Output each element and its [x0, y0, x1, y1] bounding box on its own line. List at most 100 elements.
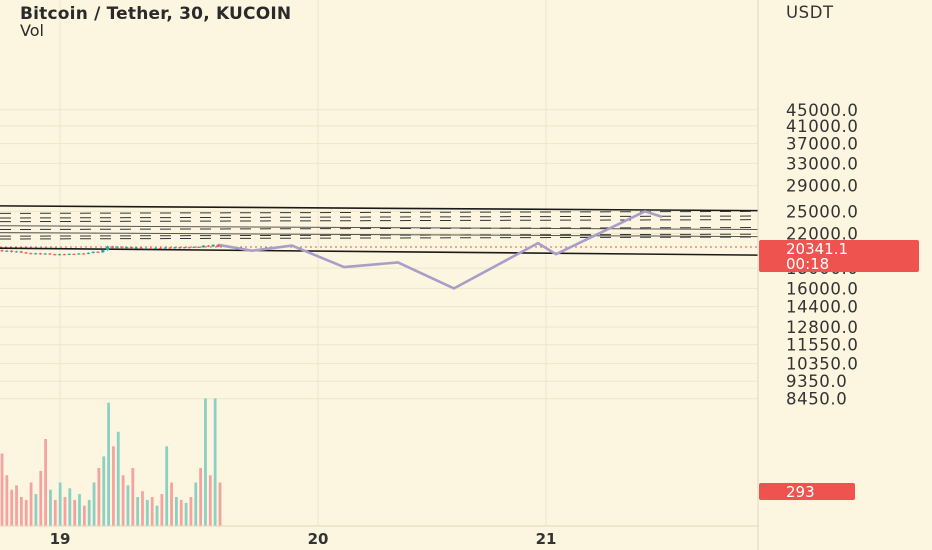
time-tick-label: 20 [308, 530, 329, 548]
price-tick-label: 45000.0 [786, 101, 858, 120]
dashed-level [0, 233, 759, 237]
volume-bar [63, 497, 67, 526]
candles [0, 244, 220, 256]
dashed-level [0, 215, 759, 219]
volume-bar [116, 431, 120, 526]
volume-bar [141, 491, 144, 526]
candle-body [202, 245, 206, 248]
volume-bar [121, 475, 125, 526]
volume-bar [160, 494, 164, 526]
candle-body [62, 254, 66, 256]
volume-bar [92, 482, 96, 526]
chart-title: Bitcoin / Tether, 30, KUCOIN [20, 4, 292, 24]
candle-body [106, 246, 110, 251]
volume-bar [49, 489, 52, 526]
candle-body [53, 254, 57, 256]
volume-bar [15, 485, 18, 526]
volume-bar [73, 499, 77, 526]
channel-lower-line [0, 247, 759, 256]
volume-bar [87, 499, 91, 526]
volume-bar [39, 470, 43, 526]
candle-body [38, 253, 42, 255]
volume-bar [10, 489, 14, 526]
volume-bar [208, 475, 212, 526]
grid [0, 0, 758, 526]
time-tick-label: 19 [50, 530, 71, 548]
candle-body [58, 254, 62, 256]
candle-body [163, 247, 167, 249]
time-tick-label: 21 [536, 530, 557, 548]
volume-bar [155, 505, 159, 526]
countdown-value: 00:18 [786, 255, 829, 273]
candle-body [43, 253, 47, 255]
price-tick-label: 10350.0 [786, 355, 858, 374]
candle-body [115, 246, 119, 248]
candle-body [34, 253, 38, 255]
price-tick-label: 41000.0 [786, 117, 858, 136]
volume-bar [68, 488, 72, 526]
candle-body [5, 250, 9, 252]
price-tick-label: 33000.0 [786, 154, 858, 173]
time-axis[interactable]: 19 20 21 [0, 525, 758, 548]
candle-body [134, 247, 138, 249]
volume-bar [175, 497, 178, 526]
candle-body [139, 247, 143, 249]
dashed-level [0, 210, 759, 214]
volume-bar [34, 494, 38, 526]
candle-body [72, 253, 76, 255]
dashed-level [0, 236, 759, 240]
volume-badge [759, 483, 855, 500]
candle-body [14, 251, 18, 253]
volume-bar [112, 446, 115, 526]
price-tick-label: 11550.0 [786, 336, 858, 355]
channel-upper-line [0, 205, 759, 212]
volume-bar [44, 439, 47, 526]
price-tick-label: 29000.0 [786, 177, 858, 196]
volume-bar [102, 456, 106, 526]
candle-body [178, 247, 182, 249]
candle-body [24, 252, 28, 254]
candle-body [154, 247, 158, 249]
volume-bar [5, 475, 9, 526]
volume-bar [204, 398, 207, 526]
volume-bar [24, 499, 28, 526]
volume-bar [150, 497, 154, 526]
dashed-level [0, 227, 759, 231]
candle-body [130, 247, 134, 249]
volume-bar [53, 499, 57, 526]
volume-bar [82, 505, 86, 526]
volume-bar [199, 468, 203, 526]
candle-body [19, 251, 23, 253]
candle-body [149, 248, 153, 250]
candle-body [67, 253, 71, 255]
volume-bar [19, 497, 23, 526]
projection-path [217, 210, 663, 290]
price-axis-currency: USDT [786, 3, 834, 22]
last-price-value: 20341.1 [786, 240, 848, 258]
candle-body [187, 247, 191, 249]
volume-bar [179, 499, 183, 526]
volume-bar [126, 485, 130, 526]
last-price-badge [759, 239, 919, 272]
candle-body [173, 247, 177, 249]
price-tick-label: 25000.0 [786, 202, 858, 221]
candle-body [10, 250, 14, 252]
candle-body [86, 252, 90, 254]
price-tick-label: 9350.0 [786, 372, 847, 391]
candle-body [82, 253, 86, 255]
candle-body [29, 253, 33, 255]
candle-body [91, 251, 95, 253]
price-tick-label: 37000.0 [786, 135, 858, 154]
volume-bar [97, 468, 101, 526]
candle-body [96, 251, 100, 253]
indicator-label: Vol [20, 21, 44, 40]
candle-body [77, 253, 81, 255]
candle-body [192, 246, 196, 248]
candle-body [101, 250, 105, 253]
volume-bar [165, 446, 169, 526]
candle-body [125, 247, 129, 249]
volume-bar [189, 497, 193, 526]
